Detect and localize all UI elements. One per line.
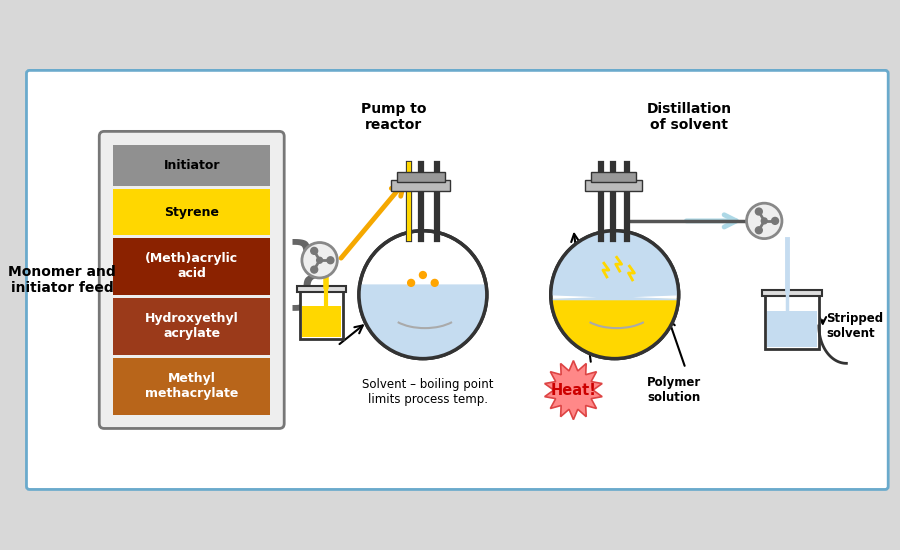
FancyBboxPatch shape [99,131,284,428]
FancyBboxPatch shape [26,70,888,490]
FancyBboxPatch shape [113,358,270,415]
Bar [591,172,636,182]
Text: Distillation
of solvent: Distillation of solvent [647,102,732,133]
Text: Styrene: Styrene [164,206,220,218]
Bar [765,292,819,349]
Text: Methyl
methacrylate: Methyl methacrylate [145,372,238,400]
Circle shape [408,279,415,287]
FancyBboxPatch shape [113,145,270,186]
Bar [392,180,450,191]
Polygon shape [551,295,679,359]
Circle shape [310,248,318,254]
Text: Monomer and
initiator feed: Monomer and initiator feed [8,265,116,295]
Circle shape [327,257,334,263]
Polygon shape [544,361,602,420]
Bar [397,172,445,182]
Bar [297,286,346,292]
Bar [585,180,643,191]
Text: Heat!: Heat! [551,383,597,398]
Text: Hydroxyethyl
acrylate: Hydroxyethyl acrylate [145,312,238,340]
FancyBboxPatch shape [113,298,270,355]
Polygon shape [359,285,487,359]
FancyBboxPatch shape [113,189,270,235]
Text: Solvent – boiling point
limits process temp.: Solvent – boiling point limits process t… [362,378,493,406]
Polygon shape [551,231,679,300]
Text: Stripped
solvent: Stripped solvent [826,312,883,340]
Bar [300,288,343,339]
FancyBboxPatch shape [113,238,270,295]
Circle shape [761,218,767,224]
Bar [761,290,822,296]
Circle shape [551,231,679,359]
Circle shape [317,257,322,263]
Circle shape [359,231,487,359]
Text: Polymer
solution: Polymer solution [646,376,701,404]
Bar [767,311,817,347]
Circle shape [771,217,778,224]
Text: (Meth)acrylic
acid: (Meth)acrylic acid [145,252,238,280]
Circle shape [755,208,762,215]
Circle shape [302,243,338,278]
Text: Pump to
reactor: Pump to reactor [361,102,426,133]
Circle shape [746,203,782,239]
Circle shape [310,266,318,273]
Text: Initiator: Initiator [164,160,220,172]
Circle shape [755,227,762,234]
Circle shape [431,279,438,287]
Text: }: } [283,238,330,312]
Circle shape [419,272,427,278]
Bar [302,306,341,337]
